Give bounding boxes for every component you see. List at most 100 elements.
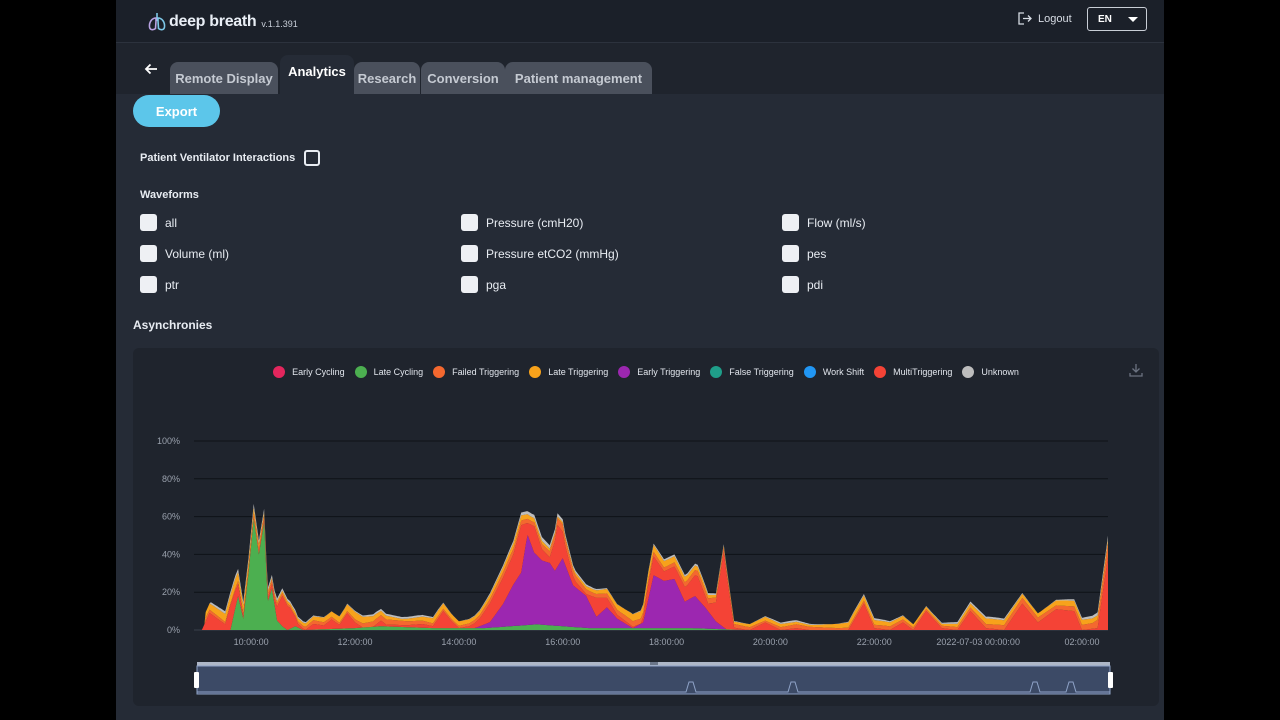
caret-down-icon <box>1128 17 1138 22</box>
waveforms-title: Waveforms <box>140 189 199 201</box>
waveform-label: pes <box>807 246 827 261</box>
legend-item[interactable]: Unknown <box>962 366 1019 378</box>
lungs-icon <box>148 13 166 31</box>
tab-label: Research <box>357 70 417 86</box>
waveform-label: pga <box>486 277 507 292</box>
series-area-early-triggering <box>194 518 1108 630</box>
waveform-option-pressure: Pressure (cmH20) <box>461 214 583 231</box>
legend-item[interactable]: Late Triggering <box>529 366 608 378</box>
waveform-checkbox[interactable] <box>782 276 799 293</box>
tab-conversion[interactable]: Conversion <box>421 62 505 94</box>
x-tick-label: 18:00:00 <box>649 637 684 647</box>
legend-item[interactable]: False Triggering <box>710 366 794 378</box>
y-tick-label: 0% <box>167 625 180 635</box>
x-tick-label: 12:00:00 <box>337 637 372 647</box>
waveform-checkbox[interactable] <box>461 245 478 262</box>
x-tick-label: 2022-07-03 00:00:00 <box>936 637 1020 647</box>
y-tick-label: 80% <box>162 474 180 484</box>
legend-item[interactable]: Late Cycling <box>354 366 423 378</box>
chart-legend: Early Cycling Late Cycling Failed Triggeri… <box>133 366 1159 378</box>
tab-patient-management[interactable]: Patient management <box>505 62 652 94</box>
logout-button[interactable]: Logout <box>1018 12 1072 25</box>
waveform-checkbox[interactable] <box>140 276 157 293</box>
tab-label: Remote Display <box>175 70 273 86</box>
download-icon[interactable] <box>1129 363 1143 377</box>
tab-label: Patient management <box>514 70 643 86</box>
legend-marker <box>962 366 975 378</box>
legend-label: Work Shift <box>822 367 865 377</box>
legend-marker <box>354 366 367 378</box>
legend-label: MultiTriggering <box>893 367 953 377</box>
pvi-label: Patient Ventilator Interactions <box>140 152 296 164</box>
x-tick-label: 14:00:00 <box>441 637 476 647</box>
app-window: deep breath v.1.1.391 Logout EN Remote D… <box>116 0 1164 720</box>
navigator-handle-left[interactable] <box>194 672 199 688</box>
waveform-checkbox[interactable] <box>782 214 799 231</box>
pvi-checkbox[interactable] <box>304 150 321 166</box>
legend-label: False Triggering <box>729 367 794 377</box>
tab-analytics[interactable]: Analytics <box>280 55 354 94</box>
tab-bar: Remote Display Analytics Research Conver… <box>116 43 1164 94</box>
logout-label: Logout <box>1038 12 1072 25</box>
legend-marker <box>433 366 446 378</box>
waveform-option-volume: Volume (ml) <box>140 245 229 262</box>
waveform-label: pdi <box>807 277 824 292</box>
waveform-checkbox[interactable] <box>461 214 478 231</box>
waveform-option-all: all <box>140 214 177 231</box>
waveform-option-pressure-etco2: Pressure etCO2 (mmHg) <box>461 245 619 262</box>
asynchronies-title: Asynchronies <box>133 318 213 332</box>
legend-item[interactable]: Failed Triggering <box>433 366 519 378</box>
waveform-label: Pressure (cmH20) <box>486 215 584 230</box>
waveform-checkbox[interactable] <box>140 214 157 231</box>
x-tick-label: 10:00:00 <box>234 637 269 647</box>
legend-item[interactable]: Early Cycling <box>273 366 345 378</box>
legend-label: Unknown <box>981 367 1019 377</box>
navigator-grip <box>650 662 658 665</box>
waveform-label: ptr <box>165 277 180 292</box>
waveform-checkbox[interactable] <box>782 245 799 262</box>
legend-item[interactable]: Early Triggering <box>618 366 700 378</box>
back-arrow-icon[interactable] <box>144 63 158 75</box>
y-tick-label: 20% <box>162 587 180 597</box>
legend-marker <box>618 366 631 378</box>
chart-canvas: 100% 80% 60% 40% 20% 0% 10:00:00 12:00:00 14:00:… <box>157 436 1113 695</box>
waveform-checkbox[interactable] <box>461 276 478 293</box>
tab-label: Analytics <box>288 64 346 79</box>
navigator-handle-right[interactable] <box>1108 672 1113 688</box>
waveform-checkbox[interactable] <box>140 245 157 262</box>
export-button[interactable]: Export <box>133 95 220 127</box>
waveform-option-pga: pga <box>461 276 506 293</box>
legend-marker <box>273 366 286 378</box>
tab-label: Conversion <box>427 70 499 86</box>
waveform-option-pdi: pdi <box>782 276 823 293</box>
legend-label: Late Triggering <box>548 367 609 377</box>
legend-item[interactable]: MultiTriggering <box>874 366 952 378</box>
legend-item[interactable]: Work Shift <box>803 366 865 378</box>
x-tick-label: 22:00:00 <box>857 637 892 647</box>
tab-research[interactable]: Research <box>354 62 420 94</box>
top-bar: deep breath v.1.1.391 Logout EN <box>116 0 1164 43</box>
language-value: EN <box>1098 13 1112 25</box>
tab-remote-display[interactable]: Remote Display <box>170 62 278 94</box>
app-logo[interactable]: deep breath v.1.1.391 <box>148 8 298 32</box>
waveform-option-flow: Flow (ml/s) <box>782 214 866 231</box>
app-name: deep breath <box>169 13 257 30</box>
waveform-label: Pressure etCO2 (mmHg) <box>486 246 619 261</box>
legend-marker <box>874 366 887 378</box>
legend-marker <box>710 366 723 378</box>
legend-marker <box>803 366 816 378</box>
series-area-multitriggering <box>194 518 1108 630</box>
y-tick-label: 40% <box>162 549 180 559</box>
app-version: v.1.1.391 <box>261 19 298 29</box>
patient-ventilator-interactions-toggle: Patient Ventilator Interactions <box>140 150 321 166</box>
x-tick-label: 02:00:00 <box>1065 637 1100 647</box>
legend-label: Failed Triggering <box>452 367 520 377</box>
x-tick-label: 16:00:00 <box>545 637 580 647</box>
waveform-label: Volume (ml) <box>165 246 230 261</box>
waveform-option-ptr: ptr <box>140 276 179 293</box>
waveform-label: all <box>165 215 178 230</box>
language-select[interactable]: EN <box>1087 7 1147 31</box>
legend-label: Early Cycling <box>292 367 345 377</box>
navigator-series-line <box>197 681 1110 693</box>
x-tick-label: 20:00:00 <box>753 637 788 647</box>
